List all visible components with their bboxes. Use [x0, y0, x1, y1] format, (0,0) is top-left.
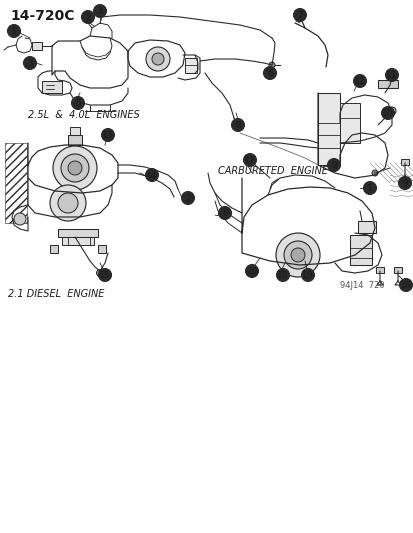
- Bar: [62, 237, 94, 245]
- Circle shape: [53, 146, 97, 190]
- Circle shape: [50, 185, 86, 221]
- Circle shape: [398, 176, 411, 190]
- Bar: [70, 127, 80, 135]
- Text: 14: 14: [146, 171, 157, 180]
- Text: 3: 3: [27, 59, 33, 68]
- Bar: [377, 80, 397, 88]
- Circle shape: [152, 53, 164, 65]
- Circle shape: [275, 233, 319, 277]
- Circle shape: [363, 182, 375, 195]
- Circle shape: [283, 241, 311, 269]
- Text: 7: 7: [297, 11, 302, 20]
- Text: 1: 1: [11, 27, 17, 36]
- Circle shape: [93, 4, 106, 18]
- Text: 2.1 DIESEL  ENGINE: 2.1 DIESEL ENGINE: [8, 289, 104, 299]
- Circle shape: [371, 170, 377, 176]
- Bar: [317, 93, 339, 165]
- Circle shape: [231, 118, 244, 132]
- Circle shape: [263, 67, 276, 79]
- Circle shape: [145, 168, 158, 182]
- Circle shape: [98, 269, 111, 281]
- Text: 1: 1: [366, 183, 372, 192]
- Circle shape: [146, 47, 170, 71]
- Bar: [32, 42, 42, 50]
- Text: 2: 2: [185, 193, 190, 203]
- Text: 5: 5: [75, 99, 81, 108]
- Text: 94J14  720: 94J14 720: [339, 281, 384, 290]
- Text: CARBURETED  ENGINE: CARBURETED ENGINE: [218, 166, 327, 176]
- Circle shape: [101, 128, 114, 141]
- Text: 18: 18: [277, 271, 288, 279]
- Text: 2: 2: [85, 12, 90, 21]
- Bar: [349, 235, 371, 265]
- Bar: [50, 245, 58, 253]
- Bar: [185, 58, 197, 73]
- Circle shape: [385, 69, 398, 82]
- Circle shape: [327, 158, 339, 172]
- Bar: [400, 159, 408, 165]
- Circle shape: [290, 248, 304, 262]
- Text: 9: 9: [330, 160, 336, 169]
- Text: 16: 16: [399, 280, 411, 289]
- Circle shape: [243, 154, 256, 166]
- Circle shape: [218, 206, 231, 220]
- Circle shape: [24, 56, 36, 69]
- Circle shape: [276, 269, 289, 281]
- Text: 17: 17: [244, 156, 255, 165]
- Circle shape: [387, 107, 395, 115]
- Circle shape: [71, 96, 84, 109]
- Bar: [375, 267, 383, 273]
- Text: 19: 19: [301, 271, 313, 279]
- Bar: [339, 103, 359, 143]
- Text: 8: 8: [235, 120, 240, 130]
- Circle shape: [61, 154, 89, 182]
- Bar: [58, 229, 98, 237]
- Bar: [98, 245, 106, 253]
- Text: 12: 12: [354, 77, 365, 85]
- Bar: [393, 267, 401, 273]
- Circle shape: [7, 25, 21, 37]
- Bar: [42, 81, 62, 93]
- Circle shape: [245, 264, 258, 278]
- Circle shape: [181, 191, 194, 205]
- Circle shape: [268, 62, 274, 68]
- Text: 11: 11: [385, 70, 397, 79]
- Text: 14-720C: 14-720C: [10, 9, 74, 23]
- Circle shape: [81, 11, 94, 23]
- Text: 6: 6: [266, 69, 272, 77]
- Circle shape: [387, 74, 394, 80]
- Circle shape: [14, 213, 26, 225]
- Text: 9: 9: [401, 179, 407, 188]
- Text: 4: 4: [97, 6, 102, 15]
- Text: 15: 15: [99, 271, 111, 279]
- Circle shape: [353, 75, 366, 87]
- Circle shape: [58, 193, 78, 213]
- Circle shape: [380, 107, 394, 119]
- Circle shape: [301, 269, 314, 281]
- Text: 10: 10: [381, 109, 393, 117]
- Circle shape: [68, 161, 82, 175]
- Bar: [357, 221, 375, 233]
- Text: 2.5L  &  4.0L  ENGINES: 2.5L & 4.0L ENGINES: [28, 110, 140, 120]
- Bar: [68, 135, 82, 145]
- Circle shape: [399, 279, 411, 292]
- Text: 6: 6: [222, 208, 227, 217]
- Circle shape: [293, 9, 306, 21]
- Circle shape: [96, 270, 103, 277]
- Bar: [5, 143, 27, 223]
- Text: 13: 13: [102, 131, 114, 140]
- Text: 20: 20: [246, 266, 257, 276]
